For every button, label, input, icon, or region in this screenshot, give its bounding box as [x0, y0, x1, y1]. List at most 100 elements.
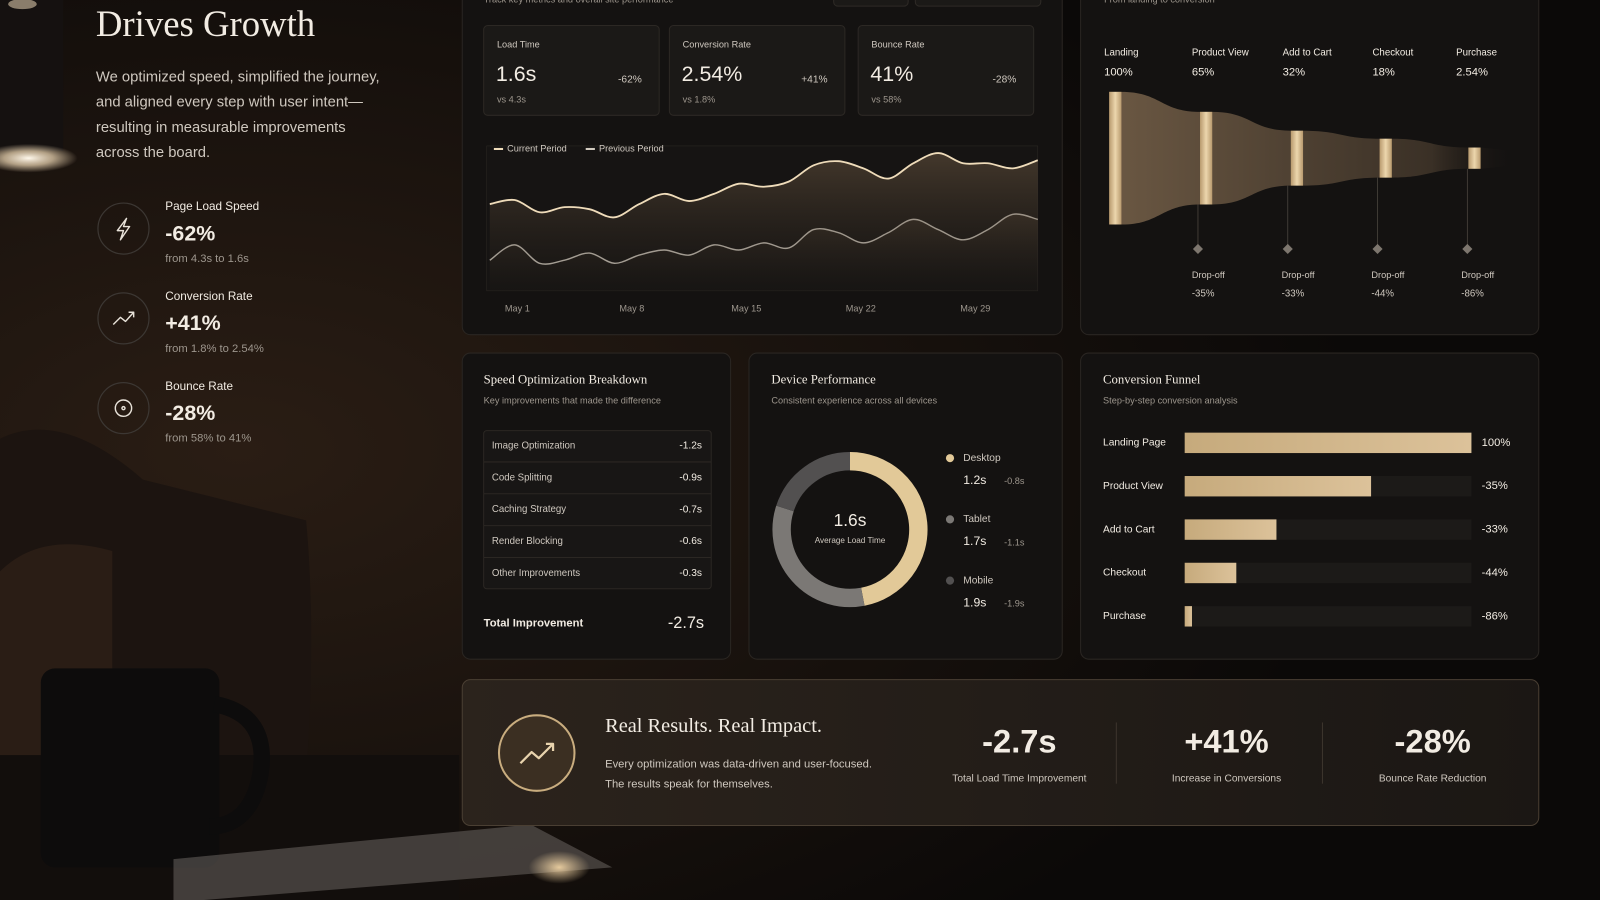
device-name: Tablet [963, 514, 990, 525]
bar-track [1184, 562, 1472, 584]
legend-dot [945, 515, 955, 524]
kpi-card [857, 25, 1035, 116]
bar-label: -86% [1482, 610, 1508, 622]
bar [1184, 432, 1472, 454]
stage-name: Checkout [1372, 48, 1413, 59]
bar [1184, 606, 1192, 627]
stage-value: 2.54% [1456, 66, 1488, 78]
stage-value: 18% [1372, 66, 1394, 78]
row-label: Render Blocking [492, 536, 563, 547]
kpi-previous: vs 58% [871, 94, 901, 104]
donut-segment [776, 452, 851, 512]
legend-dot [945, 454, 955, 463]
x-tick-label: May 22 [846, 304, 876, 314]
description: resulting in measurable improvements [96, 120, 346, 136]
card-subtitle: Track key metrics and overall site perfo… [484, 0, 674, 4]
tablet [173, 824, 613, 900]
donut-label: Average Load Time [815, 536, 886, 545]
stage-value: 32% [1283, 66, 1305, 78]
stat-value: +41% [1184, 723, 1268, 760]
stage-name: Add to Cart [1283, 48, 1332, 59]
dropoff-label: Drop-off [1282, 270, 1315, 280]
stat-value: -28% [1395, 723, 1471, 760]
row-value: -0.3s [679, 568, 702, 579]
row-label: Image Optimization [492, 440, 575, 451]
dropoff-value: -33% [1282, 288, 1305, 299]
lamp-top [8, 0, 37, 10]
row-label: Product View [1103, 481, 1163, 492]
dropoff-value: -35% [1192, 288, 1215, 299]
stat-value: -2.7s [982, 723, 1056, 760]
bar [1184, 519, 1277, 540]
lamp-glow [0, 143, 78, 173]
stage-value: 65% [1192, 66, 1214, 78]
banner-icon [497, 714, 576, 792]
filter-button[interactable] [833, 0, 909, 7]
dropoff-marker [1462, 243, 1473, 255]
kpi-card [668, 25, 846, 116]
card-title: Conversion Funnel [1103, 373, 1201, 387]
row-label: Landing Page [1103, 438, 1166, 449]
stage-name: Landing [1104, 48, 1138, 59]
bar [1184, 476, 1372, 497]
device-time: 1.2s [963, 473, 986, 487]
stage-bar [1290, 130, 1304, 186]
row-label: Other Improvements [492, 568, 580, 579]
stat-label: Total Load Time Improvement [952, 773, 1086, 784]
kpi-label: Bounce Rate [871, 39, 924, 49]
breakdown-table [483, 430, 712, 590]
highlight-detail: from 4.3s to 1.6s [165, 253, 249, 265]
card-title: Device Performance [771, 373, 876, 387]
x-tick-label: May 15 [731, 304, 761, 314]
highlight-value: -28% [165, 401, 215, 425]
kpi-change: -28% [993, 74, 1017, 85]
legend-label: Previous Period [599, 143, 664, 153]
stat-label: Bounce Rate Reduction [1379, 773, 1487, 784]
device-time: 1.7s [963, 534, 986, 548]
dropoff-value: -86% [1461, 288, 1484, 299]
lamp-shade [0, 0, 64, 152]
banner-title: Real Results. Real Impact. [605, 715, 822, 737]
page-title: Drives Growth [96, 3, 315, 44]
kpi-card [483, 25, 660, 116]
description: across the board. [96, 145, 210, 161]
card-title: Speed Optimization Breakdown [484, 373, 648, 387]
series-line [489, 152, 1039, 219]
card-subtitle: Key improvements that made the differenc… [484, 395, 661, 405]
device-change: -0.8s [1004, 476, 1025, 486]
stage-name: Purchase [1456, 48, 1497, 59]
description: and aligned every step with user intent— [96, 95, 363, 111]
dropoff-marker [1282, 243, 1293, 255]
filter-button[interactable] [914, 0, 1042, 7]
highlight-value: +41% [165, 311, 220, 335]
series-area [489, 153, 1038, 291]
stage-bar [1379, 138, 1392, 178]
banner-arrow [519, 742, 555, 765]
bar-label: 100% [1482, 437, 1511, 449]
kpi-value: 1.6s [496, 62, 536, 86]
bar-track [1184, 606, 1472, 627]
kpi-label: Conversion Rate [683, 39, 751, 49]
stage-bar [1468, 147, 1481, 169]
device-change: -1.9s [1004, 599, 1025, 609]
highlight-label: Page Load Speed [165, 200, 259, 213]
row-label: Caching Strategy [492, 504, 566, 515]
device-time: 1.9s [963, 595, 986, 609]
kpi-value: 41% [870, 62, 913, 86]
total-label: Total Improvement [484, 617, 584, 629]
kpi-label: Load Time [497, 39, 540, 49]
bar-label: -33% [1482, 524, 1508, 536]
row-value: -0.7s [679, 504, 702, 515]
kpi-previous: vs 4.3s [497, 94, 526, 104]
x-tick-label: May 29 [960, 304, 990, 314]
dropoff-value: -44% [1371, 288, 1394, 299]
kpi-change: +41% [801, 74, 827, 85]
mug [40, 668, 220, 868]
x-tick-label: May 1 [505, 304, 530, 314]
device-name: Desktop [963, 453, 1001, 464]
stage-name: Product View [1192, 48, 1250, 59]
highlight-label: Conversion Rate [165, 290, 252, 303]
highlight-icons [112, 217, 135, 418]
bar-label: -44% [1482, 567, 1508, 579]
